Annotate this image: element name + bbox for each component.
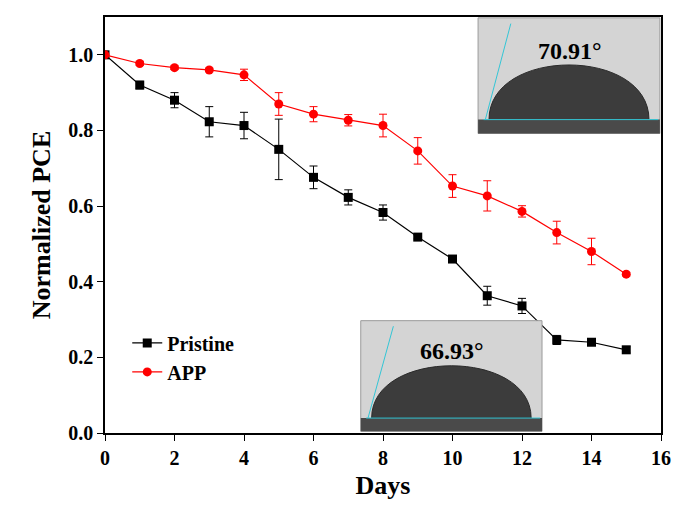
svg-text:Pristine: Pristine [167,333,234,355]
svg-text:0.2: 0.2 [68,346,93,368]
svg-text:0: 0 [100,447,110,469]
svg-text:0.0: 0.0 [68,422,93,444]
svg-text:14: 14 [582,447,602,469]
svg-text:16: 16 [651,447,671,469]
svg-text:0.6: 0.6 [68,195,93,217]
svg-text:66.93°: 66.93° [420,338,484,364]
svg-text:70.91°: 70.91° [538,38,602,64]
svg-text:0.8: 0.8 [68,119,93,141]
svg-text:Normalized PCE: Normalized PCE [27,131,56,319]
svg-text:12: 12 [512,447,532,469]
svg-text:10: 10 [443,447,463,469]
svg-text:APP: APP [167,362,206,384]
svg-text:2: 2 [170,447,180,469]
svg-text:6: 6 [309,447,319,469]
svg-text:1.0: 1.0 [68,44,93,66]
svg-text:4: 4 [239,447,249,469]
svg-text:0.4: 0.4 [68,271,93,293]
svg-text:8: 8 [378,447,388,469]
svg-text:Days: Days [356,471,411,500]
